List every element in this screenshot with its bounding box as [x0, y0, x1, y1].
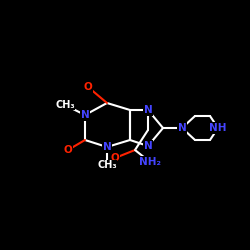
Text: O: O: [64, 145, 72, 155]
Text: CH₃: CH₃: [55, 100, 75, 110]
Text: O: O: [84, 82, 92, 92]
Text: N: N: [178, 123, 186, 133]
Text: NH: NH: [209, 123, 227, 133]
Text: N: N: [80, 110, 90, 120]
Text: N: N: [144, 141, 152, 151]
Text: N: N: [144, 105, 152, 115]
Text: NH₂: NH₂: [139, 157, 161, 167]
Text: O: O: [110, 153, 120, 163]
Text: CH₃: CH₃: [97, 160, 117, 170]
Text: N: N: [103, 142, 112, 152]
